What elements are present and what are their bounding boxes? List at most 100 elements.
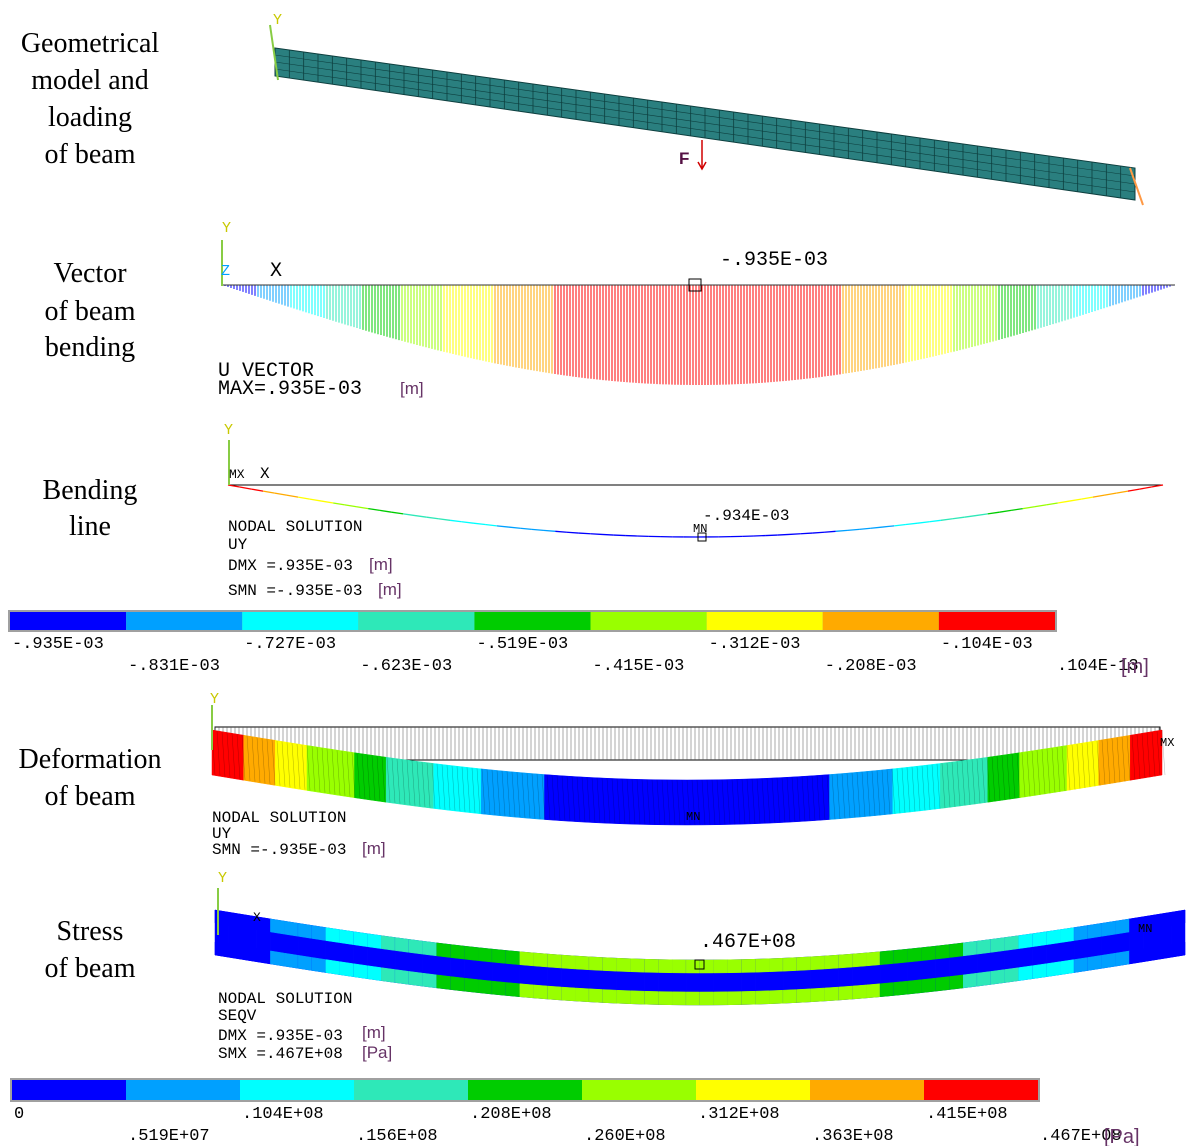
axis-label: X (270, 260, 282, 283)
deformed-element (497, 770, 513, 816)
axis-label: Y (218, 870, 227, 887)
stress-element (298, 955, 312, 970)
bending-segment (532, 529, 544, 530)
caption: Deformation (18, 744, 161, 775)
legend-label: -.208E-03 (825, 657, 917, 676)
stress-element (1157, 944, 1171, 959)
stress-element (423, 941, 437, 956)
bending-segment (614, 535, 626, 536)
stress-element (617, 990, 631, 1004)
deformed-element (940, 761, 956, 808)
stress-element (714, 992, 728, 1005)
bending-segment (345, 505, 357, 507)
deformed-element (560, 776, 576, 822)
deformed-element (655, 780, 671, 825)
bending-segment (579, 533, 591, 534)
legend-label: -.623E-03 (360, 657, 452, 676)
caption: model and (31, 65, 148, 96)
legend-swatch (12, 1080, 126, 1100)
stress-element (852, 985, 866, 999)
stress-element (1005, 968, 1019, 983)
stress-element (464, 978, 478, 993)
deformed-element (814, 775, 830, 821)
solution-line: DMX =.935E-03 (218, 1027, 343, 1045)
bending-segment (251, 489, 263, 491)
mn-label: MN (686, 810, 700, 824)
bending-segment (590, 534, 602, 535)
stress-element (728, 992, 742, 1005)
deformed-element (608, 778, 624, 824)
legend-unit: [m] (1121, 656, 1149, 678)
stress-element (852, 953, 866, 967)
stress-element (728, 960, 742, 973)
legend-unit: [Pa] (1104, 1126, 1140, 1146)
bending-segment (999, 510, 1011, 512)
peak-label: -.935E-03 (720, 249, 828, 272)
bending-segment (883, 526, 895, 527)
peak-label: -.934E-03 (703, 507, 789, 525)
legend-swatch (939, 612, 1055, 630)
stress-element (478, 980, 492, 994)
stress-element (991, 938, 1005, 953)
stress-element (575, 988, 589, 1002)
stress-element (381, 968, 395, 983)
unit-label: [m] (369, 555, 393, 574)
legend-label: -.935E-03 (12, 635, 104, 654)
stress-element (700, 992, 714, 1005)
caption: Stress (57, 916, 124, 947)
legend-swatch (591, 612, 707, 630)
stress-element (229, 944, 243, 959)
bending-segment (801, 533, 813, 534)
stress-element (575, 956, 589, 970)
stress-element (1102, 953, 1116, 968)
stress-element (755, 959, 769, 972)
stress-element (866, 952, 880, 966)
solution-line: SMN =-.935E-03 (228, 582, 362, 600)
caption: line (69, 511, 111, 542)
stress-element (229, 912, 243, 927)
stress-element (797, 989, 811, 1003)
stress-element (700, 960, 714, 973)
mn-label: MN (693, 522, 707, 536)
caption: Geometrical (21, 28, 160, 59)
bending-segment (1023, 507, 1035, 509)
stress-element (284, 953, 298, 968)
deformed-element (972, 757, 988, 804)
graphics: -.935E-03-.727E-03-.519E-03-.312E-03-.10… (8, 25, 1185, 1146)
stress-element (811, 956, 825, 970)
stress-element (1019, 934, 1033, 949)
stress-element (243, 946, 257, 961)
bending-segment (941, 519, 953, 521)
stress-element (936, 977, 950, 992)
bending-segment (450, 520, 462, 521)
bending-segment (403, 514, 415, 516)
deformed-element (465, 767, 481, 814)
stress-element (1088, 923, 1102, 938)
legend-label: .208E+08 (470, 1105, 552, 1124)
bending-segment (497, 526, 509, 527)
deformed-element (988, 755, 1004, 802)
stress-element (742, 959, 756, 972)
deformed-element (624, 779, 640, 824)
caption: of beam (45, 781, 136, 812)
mesh-line (275, 55, 1135, 176)
caption: of beam (45, 953, 136, 984)
bending-segment (333, 503, 345, 505)
bending-segment (847, 529, 859, 530)
stress-element (561, 955, 575, 969)
stress-element (631, 959, 645, 972)
legend-label: .260E+08 (584, 1127, 666, 1146)
stress-element (534, 985, 548, 999)
deformed-element (212, 730, 228, 778)
legend-swatch (823, 612, 939, 630)
legend-label: .156E+08 (356, 1127, 438, 1146)
solution-line: UY (228, 536, 248, 554)
peak-label: .467E+08 (700, 931, 796, 954)
stress-element (742, 991, 756, 1004)
deformed-element (323, 748, 339, 795)
stress-element (894, 981, 908, 995)
stress-element (949, 943, 963, 958)
stress-element (1157, 912, 1171, 927)
deformed-element (782, 777, 798, 823)
stress-element (839, 954, 853, 968)
